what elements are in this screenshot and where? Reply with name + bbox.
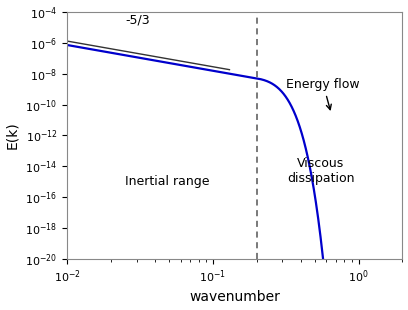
Text: Viscous
dissipation: Viscous dissipation	[287, 157, 355, 185]
Text: Inertial range: Inertial range	[125, 175, 210, 188]
Text: Energy flow: Energy flow	[286, 78, 360, 110]
X-axis label: wavenumber: wavenumber	[189, 290, 280, 304]
Text: -5/3: -5/3	[125, 13, 150, 26]
Y-axis label: E(k): E(k)	[6, 122, 20, 149]
